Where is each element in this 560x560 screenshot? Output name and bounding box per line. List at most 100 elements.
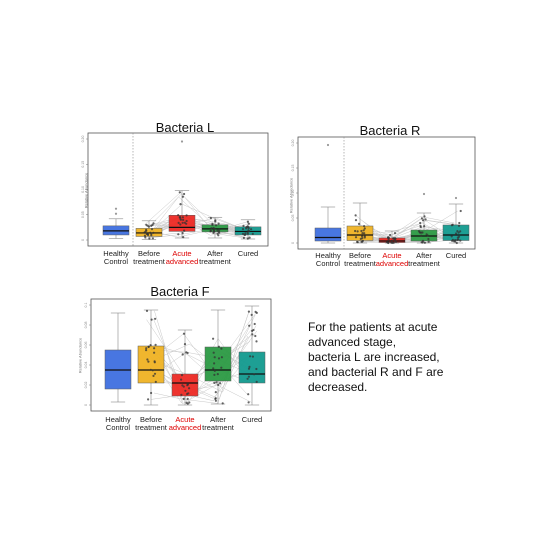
data-point-acute xyxy=(179,218,182,221)
data-point-acute xyxy=(180,378,183,381)
data-point-after xyxy=(220,347,223,350)
y-tick-label: 0.15 xyxy=(81,161,85,168)
data-point-before xyxy=(143,231,146,234)
data-point-after xyxy=(418,231,421,234)
data-point-before xyxy=(149,368,152,371)
data-point-after xyxy=(212,231,215,234)
data-point-before xyxy=(153,361,156,364)
data-point-after xyxy=(213,369,216,372)
data-point-before xyxy=(354,229,357,233)
data-point-cured xyxy=(250,313,253,316)
data-point-cured xyxy=(248,236,251,239)
data-point-after xyxy=(427,237,430,241)
data-point-cured xyxy=(458,221,461,225)
data-point-cured xyxy=(456,236,459,239)
data-point-cured xyxy=(459,230,462,233)
data-point-before xyxy=(149,231,152,234)
data-point-acute xyxy=(185,219,188,223)
data-point-cured xyxy=(241,228,245,231)
data-point-after xyxy=(220,356,223,359)
patient-trajectory xyxy=(147,219,244,235)
patient-trajectory xyxy=(152,221,248,232)
box-after xyxy=(204,346,232,382)
patient-trajectory xyxy=(361,235,457,244)
data-point-cured xyxy=(255,380,258,383)
data-point-cured xyxy=(247,401,250,404)
data-point-acute xyxy=(182,236,185,239)
y-tick-label: 0 xyxy=(81,239,85,241)
data-point-acute xyxy=(182,397,185,400)
data-point-after xyxy=(419,221,422,225)
data-point-cured xyxy=(457,238,460,241)
patient-trajectory xyxy=(148,215,253,235)
data-point-before xyxy=(143,234,146,237)
patient-trajectory xyxy=(153,335,249,393)
data-point-acute xyxy=(182,332,186,335)
category-label-after: After treatment xyxy=(199,249,231,266)
category-label-acute: Acute advanced xyxy=(375,251,409,268)
data-point-after xyxy=(209,230,212,233)
data-point-before xyxy=(146,358,149,361)
data-point-cured xyxy=(241,232,245,235)
data-point-before xyxy=(154,343,157,346)
patient-trajectory xyxy=(148,223,249,236)
patient-trajectory xyxy=(149,216,253,230)
data-point-cured xyxy=(246,220,249,223)
data-point-acute xyxy=(387,241,390,245)
data-point-acute xyxy=(181,216,184,219)
data-point-before xyxy=(361,235,364,238)
data-point-before xyxy=(354,219,358,222)
data-point-after xyxy=(419,224,422,227)
data-point-cured xyxy=(244,232,247,235)
data-point-cured xyxy=(455,232,458,235)
data-point-before xyxy=(362,229,365,232)
patient-trajectory xyxy=(358,217,461,244)
patient-trajectory xyxy=(148,227,249,238)
category-label-before: Before treatment xyxy=(133,249,165,266)
data-point-cured xyxy=(459,209,462,213)
category-label-cured: Cured xyxy=(241,415,263,424)
data-point-cured xyxy=(247,227,250,230)
data-point-before xyxy=(152,231,155,234)
data-point-cured xyxy=(457,224,461,227)
data-point-cured xyxy=(246,232,249,235)
y-tick-label: 0.05 xyxy=(291,215,295,222)
data-point-before xyxy=(150,234,153,237)
data-point-cured xyxy=(244,233,247,236)
data-point-before xyxy=(354,214,357,217)
data-point-before xyxy=(145,349,148,352)
data-point-acute xyxy=(186,402,189,405)
data-point-after xyxy=(212,226,215,230)
data-point-cured xyxy=(246,377,249,380)
data-point-after xyxy=(213,362,216,365)
data-point-after xyxy=(214,391,217,394)
panel-title: Bacteria R xyxy=(359,123,421,138)
y-tick-label: 0.08 xyxy=(84,322,88,329)
patient-trajectory xyxy=(152,218,245,239)
note-line: For the patients at acute xyxy=(308,320,438,334)
data-point-after xyxy=(215,224,218,227)
findings-note: For the patients at acute advanced stage… xyxy=(308,320,508,395)
data-point-acute xyxy=(183,229,186,232)
data-point-after xyxy=(214,219,217,222)
y-tick-label: 0 xyxy=(84,404,88,406)
y-tick-label: 0.06 xyxy=(84,342,88,349)
category-label-acute: Acute advanced xyxy=(168,415,202,432)
data-point-cured xyxy=(251,355,254,358)
patient-trajectory xyxy=(151,382,252,403)
patient-trajectory xyxy=(153,318,249,403)
data-point-cured xyxy=(242,224,245,227)
data-point-cured xyxy=(247,310,250,313)
data-point-cured xyxy=(452,240,455,243)
data-point-cured xyxy=(255,367,258,371)
data-point-before xyxy=(357,222,361,225)
data-point-acute xyxy=(177,221,180,224)
data-point-cured xyxy=(247,367,251,370)
data-point-acute xyxy=(183,192,186,196)
data-point-after xyxy=(424,218,427,221)
patient-trajectory xyxy=(144,191,253,235)
data-point-before xyxy=(150,318,153,321)
data-point-cured xyxy=(253,322,256,326)
data-point-after xyxy=(217,230,220,233)
